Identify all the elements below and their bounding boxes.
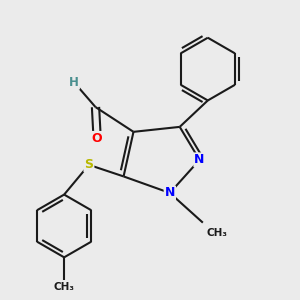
Text: N: N [194, 153, 205, 167]
Text: S: S [84, 158, 93, 171]
Text: CH₃: CH₃ [54, 282, 75, 292]
Text: N: N [165, 186, 175, 200]
Text: H: H [69, 76, 79, 89]
Text: O: O [92, 132, 103, 145]
Text: CH₃: CH₃ [206, 228, 227, 238]
